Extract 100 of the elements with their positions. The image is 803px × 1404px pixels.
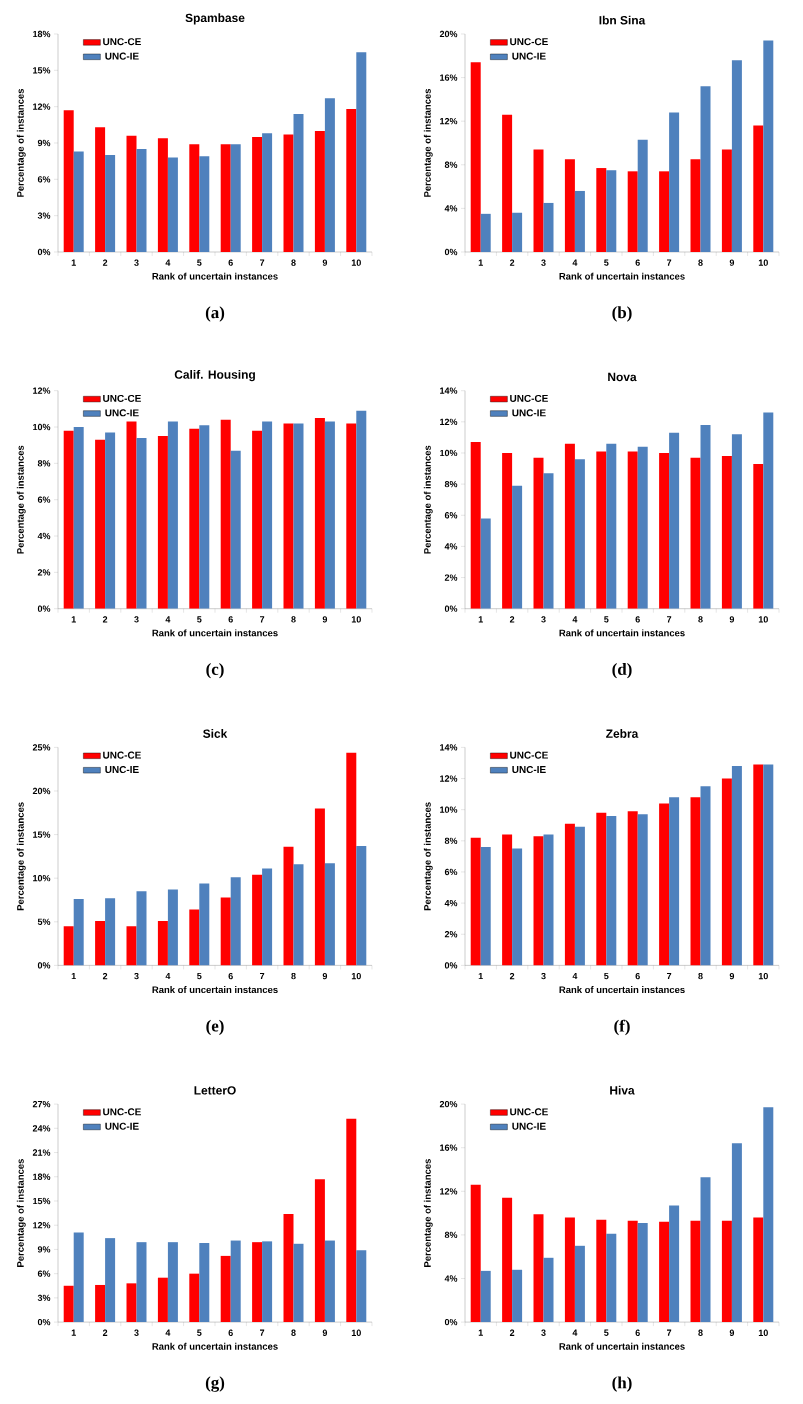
x-tick-label: 8 xyxy=(698,616,703,623)
y-tick-label: 9% xyxy=(37,139,51,147)
bar xyxy=(220,144,231,252)
x-axis-title: Rank of uncertain instances xyxy=(559,1342,685,1350)
text: (g) xyxy=(205,1376,225,1392)
y-axis-title: Percentage of instances xyxy=(423,88,433,197)
bar xyxy=(669,1205,680,1323)
y-axis-title: Percentage of instances xyxy=(16,802,26,911)
bar xyxy=(637,446,648,609)
legend-label: UNC-IE xyxy=(105,52,139,60)
y-tick-label: 15% xyxy=(33,67,51,74)
x-tick-label: 6 xyxy=(228,1329,233,1336)
bar xyxy=(763,764,774,966)
y-tick-label: 14% xyxy=(440,387,458,394)
y-tick-label: 0% xyxy=(444,962,458,969)
y-tick-label: 3% xyxy=(37,212,51,219)
bar xyxy=(262,133,273,252)
x-tick-label: 4 xyxy=(572,616,578,623)
bar xyxy=(533,457,544,609)
bar xyxy=(700,786,711,966)
x-tick-label: 7 xyxy=(667,616,672,623)
x-tick-label: 7 xyxy=(260,972,265,980)
bar xyxy=(283,1213,294,1323)
x-tick-label: 1 xyxy=(71,972,76,980)
bar xyxy=(105,432,116,609)
bar xyxy=(533,1214,544,1323)
bar xyxy=(63,430,74,609)
bar xyxy=(480,1270,491,1323)
x-tick-label: 8 xyxy=(698,1329,703,1336)
bar xyxy=(314,808,325,966)
bar xyxy=(512,848,523,966)
y-tick-label: 2% xyxy=(444,931,458,938)
legend-label: UNC-IE xyxy=(512,52,546,60)
text: (a) xyxy=(205,306,225,322)
y-tick-label: 0% xyxy=(37,962,51,969)
text: (e) xyxy=(206,1019,224,1036)
bar xyxy=(627,811,638,966)
y-tick-label: 8% xyxy=(444,480,458,488)
x-tick-label: 5 xyxy=(604,259,609,266)
x-tick-label: 4 xyxy=(165,1329,171,1336)
x-tick-label: 2 xyxy=(102,972,108,980)
bar xyxy=(470,1184,481,1323)
bar xyxy=(189,909,200,966)
legend-label: UNC-CE xyxy=(103,1108,141,1116)
y-tick-label: 10% xyxy=(33,423,51,431)
x-tick-label: 2 xyxy=(509,1329,515,1336)
chart-title: Hiva xyxy=(610,1085,635,1095)
x-tick-label: 10 xyxy=(758,972,768,980)
y-tick-label: 4% xyxy=(444,205,458,212)
text: (d) xyxy=(612,663,632,679)
legend-label: UNC-IE xyxy=(512,1122,546,1130)
y-tick-label: 0% xyxy=(37,605,51,612)
x-tick-label: 3 xyxy=(134,259,139,266)
legend-label: UNC-CE xyxy=(103,751,141,759)
y-tick-label: 16% xyxy=(440,74,458,81)
x-tick-label: 2 xyxy=(509,259,515,266)
bar xyxy=(564,823,575,966)
y-tick-label: 6% xyxy=(444,512,458,519)
bar xyxy=(95,439,106,609)
bar xyxy=(669,432,680,609)
y-tick-label: 4% xyxy=(37,532,51,540)
y-axis-title: Percentage of instances xyxy=(423,802,433,911)
y-tick-label: 12% xyxy=(33,103,51,110)
bar xyxy=(189,1273,200,1323)
y-tick-label: 20% xyxy=(439,1100,458,1108)
bar xyxy=(533,836,544,966)
y-axis-title: Percentage of instances xyxy=(16,1159,26,1267)
bar xyxy=(763,1107,774,1323)
legend-label: UNC-CE xyxy=(510,394,548,402)
x-tick-label: 3 xyxy=(541,259,546,266)
x-tick-label: 5 xyxy=(197,616,202,623)
chart-title: Nova xyxy=(608,372,637,382)
y-tick-label: 12% xyxy=(33,1222,51,1229)
bar xyxy=(262,1241,273,1323)
bar xyxy=(637,139,648,252)
x-tick-label: 10 xyxy=(758,259,768,266)
bar xyxy=(690,1220,701,1323)
x-tick-label: 2 xyxy=(102,259,108,266)
y-tick-label: 25% xyxy=(32,744,51,751)
bar xyxy=(95,1284,106,1323)
x-tick-label: 5 xyxy=(197,1329,202,1336)
x-tick-label: 7 xyxy=(260,259,265,266)
bar xyxy=(105,898,116,966)
bar xyxy=(252,1242,263,1323)
x-tick-label: 4 xyxy=(572,1329,578,1336)
x-axis-title: Rank of uncertain instances xyxy=(152,629,278,637)
bar xyxy=(700,86,711,252)
bar xyxy=(346,752,357,966)
x-tick-label: 2 xyxy=(102,1329,108,1336)
x-tick-label: 4 xyxy=(572,259,578,266)
bar xyxy=(230,450,241,609)
bar xyxy=(659,1221,670,1323)
y-tick-label: 18% xyxy=(33,1173,51,1180)
bar xyxy=(73,1232,84,1323)
x-axis-title: Rank of uncertain instances xyxy=(152,272,278,280)
y-axis-title: Percentage of instances xyxy=(423,1159,433,1267)
x-tick-label: 5 xyxy=(604,972,609,980)
legend-label: UNC-IE xyxy=(105,1122,139,1130)
bar xyxy=(753,463,764,609)
bar xyxy=(136,149,147,252)
